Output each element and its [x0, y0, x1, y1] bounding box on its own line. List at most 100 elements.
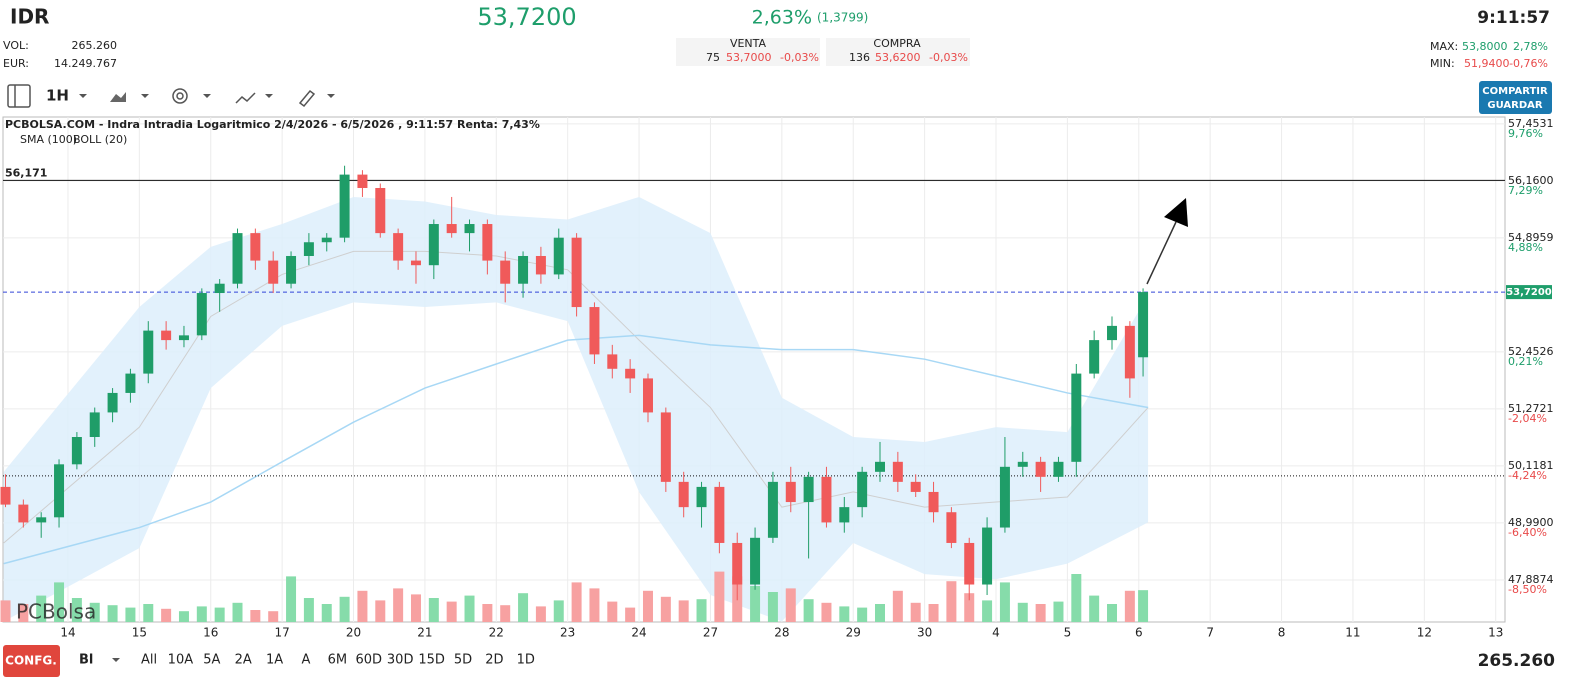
candle-body	[393, 233, 404, 261]
sma-line	[3, 334, 1149, 565]
x-tick-label: 7	[1206, 626, 1214, 640]
x-tick-label: 20	[346, 626, 361, 640]
volume-bar	[143, 604, 154, 622]
candle-body	[196, 293, 207, 336]
y-tick-change: 4,88%	[1508, 241, 1543, 254]
range-option[interactable]: All	[141, 653, 157, 668]
volume-bar	[107, 605, 118, 622]
share-button-text[interactable]: COMPARTIR	[1482, 86, 1548, 97]
change-abs: (1,3799)	[817, 11, 868, 25]
range-option[interactable]: 10A	[168, 653, 194, 668]
draw-icon[interactable]	[298, 89, 316, 108]
share-button[interactable]	[1479, 81, 1552, 114]
volume-bar	[642, 590, 653, 622]
x-tick-label: 8	[1278, 626, 1286, 640]
indicator-icon[interactable]	[235, 92, 256, 104]
candle-body	[303, 242, 314, 256]
x-tick-label: 29	[846, 626, 861, 640]
y-tick-label: 47,8874	[1508, 573, 1554, 586]
range-option[interactable]: 60D	[356, 653, 383, 668]
interval[interactable]: 1H	[46, 87, 69, 105]
compra-pct: -0,03%	[929, 51, 968, 64]
volume-bar	[750, 586, 761, 622]
compra-price: 53,6200	[875, 51, 921, 64]
candle-body	[607, 354, 618, 369]
volume-bar	[178, 611, 189, 622]
volume-bar	[1089, 595, 1100, 622]
mode[interactable]: Bl	[79, 653, 93, 668]
x-tick-label: 24	[631, 626, 646, 640]
volume-bar	[1035, 604, 1046, 622]
x-tick-label: 27	[703, 626, 718, 640]
volume-bar	[767, 592, 778, 622]
candle-body	[518, 255, 529, 284]
volume-bar	[1017, 602, 1028, 622]
candle-body	[464, 224, 475, 234]
caret[interactable]	[265, 94, 273, 98]
volume-bar	[36, 595, 47, 622]
candle-body	[250, 233, 261, 261]
range-option[interactable]: 15D	[418, 653, 445, 668]
range-option[interactable]: 6M	[328, 653, 348, 668]
y-tick-change: -4,24%	[1508, 469, 1547, 482]
config-button[interactable]	[3, 645, 60, 677]
candle-body	[357, 174, 368, 188]
volume-bar	[839, 606, 850, 622]
volume-bar	[482, 604, 493, 622]
compra-qty: 136	[849, 51, 870, 64]
volume-bar	[821, 602, 832, 622]
candle-body	[839, 507, 850, 523]
range-option[interactable]: 5A	[203, 653, 220, 668]
x-tick-label: 6	[1135, 626, 1143, 640]
candle-body	[696, 486, 707, 508]
volume-bar	[946, 581, 957, 622]
candle-body	[785, 481, 796, 503]
candle-body	[446, 224, 457, 234]
candle-body	[928, 491, 939, 513]
candle-body	[1053, 461, 1064, 477]
venta-box	[676, 38, 820, 66]
x-tick-label: 15	[132, 626, 147, 640]
range-option[interactable]: 5D	[454, 653, 472, 668]
venta-label: VENTA	[730, 37, 767, 50]
range-option[interactable]: 1A	[266, 653, 283, 668]
caret[interactable]	[327, 94, 335, 98]
caret[interactable]	[112, 658, 120, 662]
candle-body	[482, 224, 493, 261]
candle-body	[1035, 461, 1046, 477]
y-tick-label: 51,2721	[1508, 402, 1554, 415]
venta-price: 53,7000	[726, 51, 772, 64]
volume-bar	[500, 605, 511, 622]
settings-icon[interactable]	[172, 88, 188, 104]
caret[interactable]	[79, 94, 87, 98]
x-tick-label: 16	[203, 626, 218, 640]
caret[interactable]	[203, 94, 211, 98]
x-tick-label: 23	[560, 626, 575, 640]
candle-body	[910, 481, 921, 492]
candle-body	[18, 504, 29, 523]
candle-body	[535, 255, 546, 275]
y-tick-label: 48,9900	[1508, 516, 1554, 529]
range-option[interactable]: 2D	[485, 653, 503, 668]
candle-body	[268, 260, 279, 284]
range-option[interactable]: A	[302, 653, 311, 668]
volume-bar	[678, 600, 689, 622]
volume-bar	[518, 593, 529, 622]
caret[interactable]	[141, 94, 149, 98]
config-button-text[interactable]: CONFG.	[5, 654, 57, 668]
x-tick-label: 22	[489, 626, 504, 640]
chart-type-icon[interactable]	[110, 92, 126, 102]
min-pct: -0,76%	[1509, 57, 1548, 70]
share-button-text[interactable]: GUARDAR	[1487, 100, 1543, 111]
range-option[interactable]: 2A	[235, 653, 252, 668]
change-pct: 2,63%	[752, 7, 812, 29]
candle-body	[107, 392, 118, 413]
candle-body	[54, 464, 65, 518]
candle-body	[125, 373, 136, 393]
max-pct: 2,78%	[1513, 40, 1548, 53]
candle-body	[857, 471, 868, 508]
range-option[interactable]: 1D	[517, 653, 535, 668]
range-option[interactable]: 30D	[387, 653, 414, 668]
panel-toggle[interactable]	[7, 84, 31, 108]
volume-bar	[196, 606, 207, 622]
